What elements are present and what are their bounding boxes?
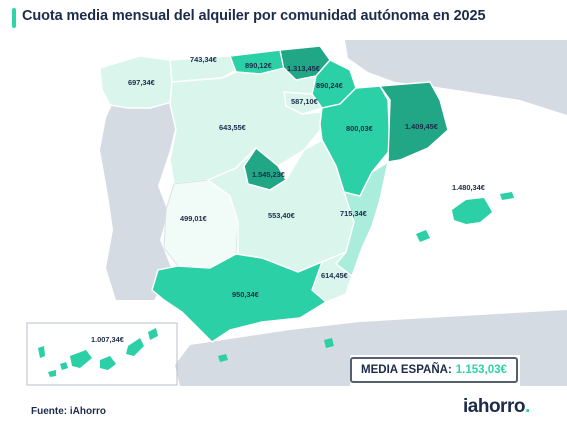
region-andalucia-value: 950,34€ bbox=[232, 290, 259, 299]
region-asturias-shape bbox=[169, 55, 237, 83]
logo-text: iahorro bbox=[463, 396, 525, 417]
region-cataluna-value: 1.409,45€ bbox=[405, 122, 438, 131]
africa-shape bbox=[175, 310, 567, 386]
region-castillayleon-value: 643,55€ bbox=[219, 123, 246, 132]
region-valenciana-value: 715,34€ bbox=[340, 209, 367, 218]
island-lanzarote-shape bbox=[148, 328, 158, 340]
source-note: Fuente: iAhorro bbox=[31, 406, 106, 417]
region-galicia-shape bbox=[99, 55, 173, 109]
region-aragon-value: 800,03€ bbox=[346, 124, 373, 133]
iahorro-logo: iahorro. bbox=[463, 396, 530, 418]
ceuta-shape bbox=[218, 354, 228, 362]
region-murcia-value: 614,45€ bbox=[321, 271, 348, 280]
media-espana-value: 1.153,03€ bbox=[455, 364, 507, 376]
region-navarra-value: 890,24€ bbox=[316, 81, 343, 90]
region-larioja-value: 587,10€ bbox=[291, 97, 318, 106]
island-ibiza-shape bbox=[416, 230, 430, 242]
island-lagomera-shape bbox=[60, 362, 68, 370]
canarias-inset-frame bbox=[26, 322, 178, 386]
media-espana-label: MEDIA ESPAÑA: bbox=[361, 364, 452, 376]
island-menorca-shape bbox=[500, 192, 514, 200]
island-grancanaria-shape bbox=[100, 356, 116, 370]
region-baleares-value: 1.480,34€ bbox=[452, 183, 485, 192]
france-shape bbox=[345, 40, 567, 115]
map-title: Cuota media mensual del alquiler por com… bbox=[22, 8, 486, 24]
region-paisvasco-value: 1.313,45€ bbox=[287, 64, 320, 73]
region-cataluna-shape bbox=[378, 81, 449, 163]
region-galicia-value: 697,34€ bbox=[128, 78, 155, 87]
logo-dot: . bbox=[524, 396, 530, 417]
region-castillalamancha-value: 553,40€ bbox=[268, 211, 295, 220]
title-accent-bar bbox=[12, 8, 16, 28]
island-mallorca-shape bbox=[452, 198, 492, 224]
region-canarias-value: 1.007,34€ bbox=[91, 335, 124, 344]
media-espana-box: MEDIA ESPAÑA: 1.153,03€ bbox=[350, 357, 518, 383]
island-fuerteventura-shape bbox=[126, 338, 144, 356]
island-elhierro-shape bbox=[48, 370, 56, 377]
region-valenciana-shape bbox=[334, 160, 390, 278]
region-asturias-value: 743,34€ bbox=[190, 55, 217, 64]
island-tenerife-shape bbox=[70, 350, 92, 368]
region-madrid-value: 1.545,23€ bbox=[252, 170, 285, 179]
region-andalucia-shape bbox=[151, 253, 328, 343]
region-extremadura-value: 499,01€ bbox=[180, 214, 207, 223]
portugal-shape bbox=[100, 102, 176, 300]
region-cantabria-value: 890,12€ bbox=[245, 61, 272, 70]
melilla-shape bbox=[324, 338, 334, 348]
island-lapalma-shape bbox=[38, 346, 45, 358]
